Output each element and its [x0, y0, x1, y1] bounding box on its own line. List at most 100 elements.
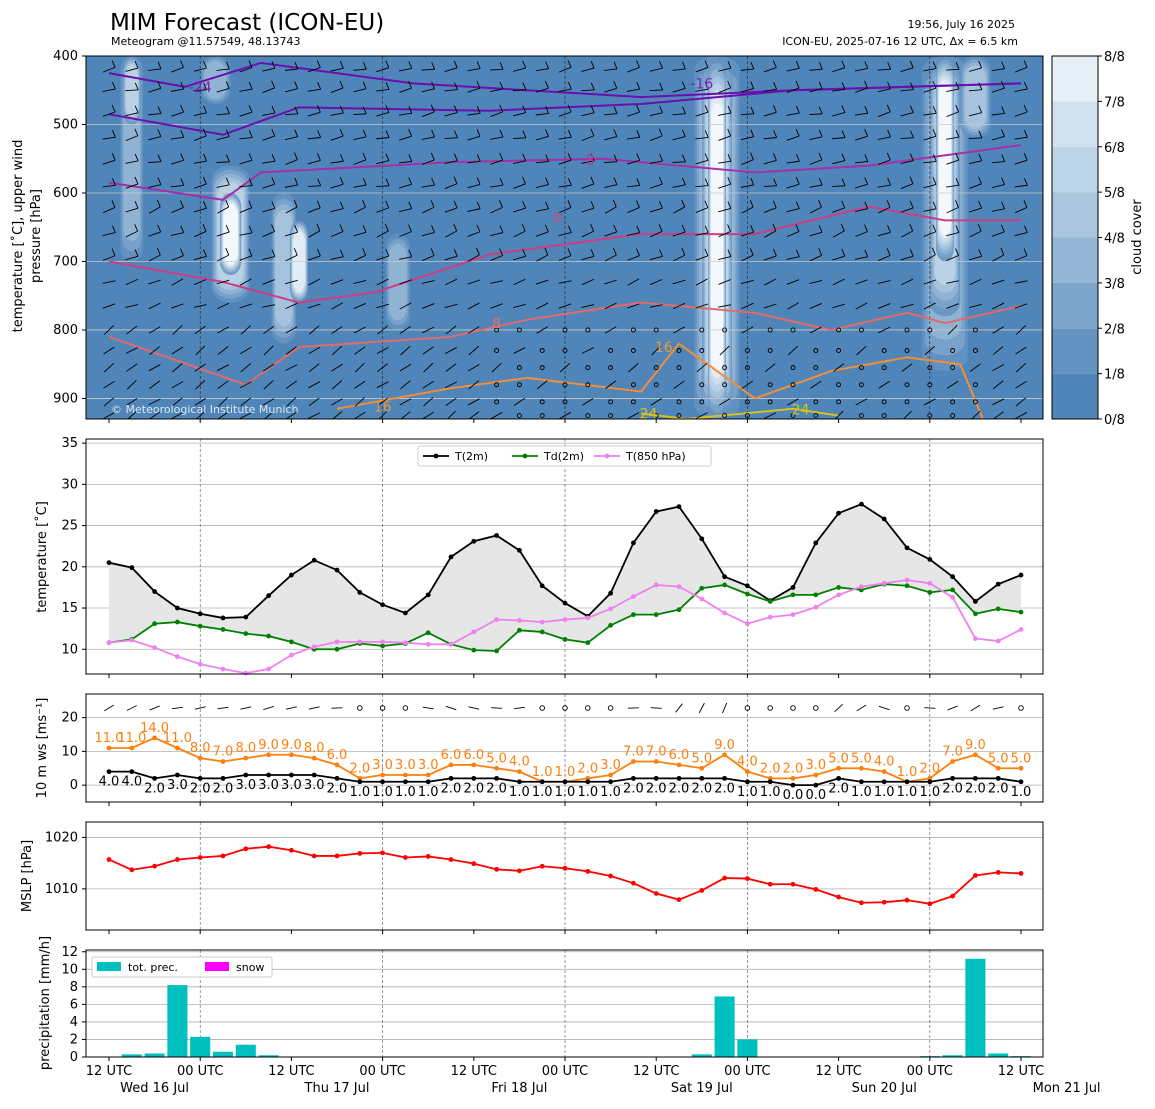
wind-value-label: 0.0	[805, 788, 826, 803]
temperature-legend: T(2m)Td(2m)T(850 hPa)	[418, 446, 711, 466]
cloud-cell	[275, 210, 292, 327]
temperature-ytick-label: 15	[61, 601, 78, 616]
temperature-point	[996, 582, 1001, 587]
temperature-point	[266, 593, 271, 598]
wind-point	[585, 779, 590, 784]
wind-point	[129, 746, 134, 751]
wind-value-label: 2.0	[441, 781, 462, 796]
wind-point	[905, 779, 910, 784]
wind-point	[357, 779, 362, 784]
wind-value-label: 5.0	[851, 751, 872, 766]
time-tick-label: 12 UTC	[86, 1064, 132, 1079]
wind-point	[677, 776, 682, 781]
wind-point	[449, 762, 454, 767]
wind-ytick-label: 0	[70, 778, 78, 793]
time-tick-label: 12 UTC	[268, 1064, 314, 1079]
precip-bar	[965, 959, 985, 1057]
wind-value-label: 1.0	[555, 765, 576, 780]
wind-value-label: 1.0	[509, 785, 530, 800]
temperature-point	[471, 630, 476, 635]
time-tick-label: 12 UTC	[451, 1064, 497, 1079]
mslp-point	[836, 895, 841, 900]
wind-ytick-label: 10	[61, 744, 78, 759]
wind-value-label: 3.0	[304, 778, 325, 793]
precip-ytick-label: 6	[70, 997, 78, 1012]
wind-value-label: 1.0	[532, 765, 553, 780]
temperature-ytick-label: 35	[61, 436, 78, 451]
temperature-point	[563, 601, 568, 606]
day-label: Thu 17 Jul	[304, 1081, 370, 1096]
isotherm-label: 16	[655, 340, 673, 356]
temperature-point	[654, 612, 659, 617]
temperature-point	[312, 558, 317, 563]
legend-label: tot. prec.	[128, 961, 178, 974]
colorbar-segment	[1052, 283, 1098, 328]
precip-bar	[190, 1037, 210, 1057]
mslp-point	[791, 882, 796, 887]
legend-label: T(850 hPa)	[625, 450, 686, 463]
temperature-point	[768, 599, 773, 604]
mslp-point	[449, 857, 454, 862]
temperature-point	[882, 517, 887, 522]
temperature-point	[403, 611, 408, 616]
temperature-point	[221, 667, 226, 672]
wind-point	[563, 779, 568, 784]
temperature-point	[312, 644, 317, 649]
temperature-point	[221, 627, 226, 632]
precip-ytick-label: 4	[70, 1015, 78, 1030]
mslp-point	[426, 854, 431, 859]
temperature-point	[608, 606, 613, 611]
wind-point	[973, 752, 978, 757]
day-label: Fri 18 Jul	[491, 1081, 547, 1096]
temperature-point	[631, 540, 636, 545]
colorbar-segment	[1052, 147, 1098, 192]
temperature-point	[813, 540, 818, 545]
mslp-point	[585, 869, 590, 874]
temperature-point	[517, 628, 522, 633]
wind-point	[1019, 766, 1024, 771]
wind-value-label: 2.0	[144, 781, 165, 796]
wind-point	[471, 776, 476, 781]
wind-value-label: 1.0	[555, 785, 576, 800]
mslp-point	[129, 867, 134, 872]
chart-title: MIM Forecast (ICON-EU)	[110, 10, 384, 36]
colorbar-segment	[1052, 374, 1098, 419]
temperature-point	[950, 574, 955, 579]
time-tick-label: 12 UTC	[998, 1064, 1044, 1079]
mslp-point	[471, 861, 476, 866]
wind-value-label: 4.0	[874, 755, 895, 770]
wind-point	[198, 776, 203, 781]
wind-value-label: 3.0	[167, 778, 188, 793]
temperature-point	[152, 589, 157, 594]
temperature-point	[631, 594, 636, 599]
wind-point	[722, 776, 727, 781]
wind-value-label: 7.0	[646, 745, 667, 760]
temperature-point	[563, 637, 568, 642]
temperature-point	[836, 511, 841, 516]
temperature-point	[471, 539, 476, 544]
precip-ytick-label: 0	[70, 1050, 78, 1065]
wind-value-label: 3.0	[395, 758, 416, 773]
surface-wind-barb	[924, 708, 935, 709]
temperature-point	[950, 595, 955, 600]
wind-value-label: 1.0	[897, 765, 918, 780]
temperature-point	[927, 581, 932, 586]
temperature-point	[1019, 573, 1024, 578]
temperature-point	[1019, 627, 1024, 632]
wind-point	[950, 776, 955, 781]
wind-value-label: 1.0	[760, 785, 781, 800]
wind-point	[973, 776, 978, 781]
temperature-point	[927, 590, 932, 595]
wind-value-label: 5.0	[691, 751, 712, 766]
temperature-point	[791, 592, 796, 597]
wind-point	[882, 769, 887, 774]
temperature-point	[517, 618, 522, 623]
colorbar-tick-label: 3/8	[1104, 277, 1125, 292]
precip-ytick-label: 12	[61, 945, 78, 960]
day-label: Wed 16 Jul	[120, 1081, 189, 1096]
mslp-point	[882, 900, 887, 905]
temperature-point	[107, 560, 112, 565]
wind-point	[996, 776, 1001, 781]
temperature-point	[243, 671, 248, 676]
